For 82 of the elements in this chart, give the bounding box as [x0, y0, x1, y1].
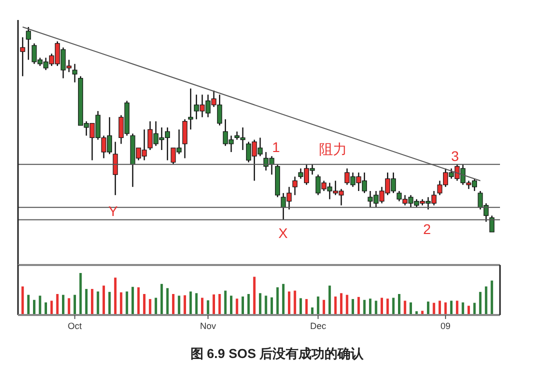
bar	[363, 300, 366, 315]
annotation: 阻力	[319, 141, 347, 157]
bar	[195, 293, 198, 315]
bar	[369, 298, 372, 315]
caption: 图 6.9 SOS 后没有成功的确认	[190, 346, 365, 361]
candlestick	[26, 26, 31, 60]
bar	[247, 294, 250, 315]
bar	[85, 288, 88, 315]
bar	[270, 297, 273, 315]
bar	[33, 300, 36, 315]
bar	[468, 306, 470, 315]
candlestick	[112, 141, 118, 196]
x-tick-label: 09	[440, 321, 451, 331]
bar	[184, 295, 186, 315]
bar	[44, 302, 48, 315]
x-tick-label: Oct	[68, 321, 82, 331]
bar	[102, 286, 105, 315]
bar	[178, 296, 180, 315]
bar	[126, 291, 128, 315]
bar	[160, 284, 163, 315]
bar	[230, 296, 232, 315]
bar	[96, 291, 100, 315]
bar	[410, 302, 412, 315]
annotation: Y	[108, 203, 118, 219]
annotation: X	[278, 225, 288, 241]
bar	[132, 286, 134, 315]
bar	[120, 292, 122, 315]
bar	[62, 294, 64, 315]
bar	[218, 294, 221, 315]
bar	[357, 296, 360, 315]
bar	[328, 286, 331, 315]
bar	[74, 294, 76, 315]
annotation: 3	[451, 148, 460, 164]
candlestick	[188, 88, 194, 130]
candlestick	[292, 176, 298, 196]
bar	[346, 294, 348, 315]
bar	[294, 290, 296, 315]
bar	[114, 278, 117, 315]
annotation: 1	[272, 139, 280, 155]
bar	[450, 300, 453, 315]
candlestick	[20, 36, 26, 77]
bar	[386, 298, 389, 315]
bar	[253, 276, 256, 315]
x-tick-label: Dec	[310, 321, 327, 331]
bar	[352, 299, 354, 315]
bar	[224, 290, 227, 315]
candlestick	[489, 215, 494, 233]
bar	[56, 294, 59, 315]
bar	[322, 300, 326, 315]
bar	[154, 298, 158, 315]
bar	[143, 294, 146, 315]
bar	[79, 273, 82, 315]
bar	[21, 286, 24, 315]
bar	[148, 299, 152, 315]
x-tick-label: Nov	[200, 321, 217, 331]
bar	[484, 286, 488, 315]
candlestick	[182, 118, 188, 159]
bar	[300, 298, 302, 315]
bar	[462, 302, 464, 315]
bar	[380, 298, 384, 315]
bar	[426, 302, 430, 315]
bar	[282, 284, 285, 315]
bar	[90, 288, 94, 315]
bar	[456, 300, 458, 315]
bar	[212, 294, 216, 315]
candlestick	[72, 63, 78, 83]
bar	[50, 300, 53, 315]
bar	[189, 291, 192, 315]
bar	[490, 280, 494, 315]
bar	[201, 298, 204, 315]
bar	[242, 296, 244, 315]
bar	[438, 300, 441, 315]
bar	[316, 296, 320, 315]
bar	[479, 292, 482, 315]
bar	[258, 293, 262, 315]
bar	[172, 294, 174, 315]
bar	[27, 294, 30, 315]
bar	[398, 294, 400, 315]
annotation: 2	[423, 221, 432, 237]
bar	[392, 298, 395, 315]
bar	[288, 291, 290, 315]
bar	[340, 293, 342, 315]
